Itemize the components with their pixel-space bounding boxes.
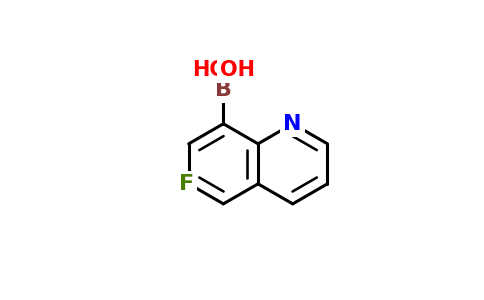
Text: B: B <box>215 80 232 100</box>
Text: F: F <box>179 174 194 194</box>
Text: HO: HO <box>192 60 227 80</box>
Text: OH: OH <box>220 60 255 80</box>
Text: N: N <box>284 114 302 134</box>
